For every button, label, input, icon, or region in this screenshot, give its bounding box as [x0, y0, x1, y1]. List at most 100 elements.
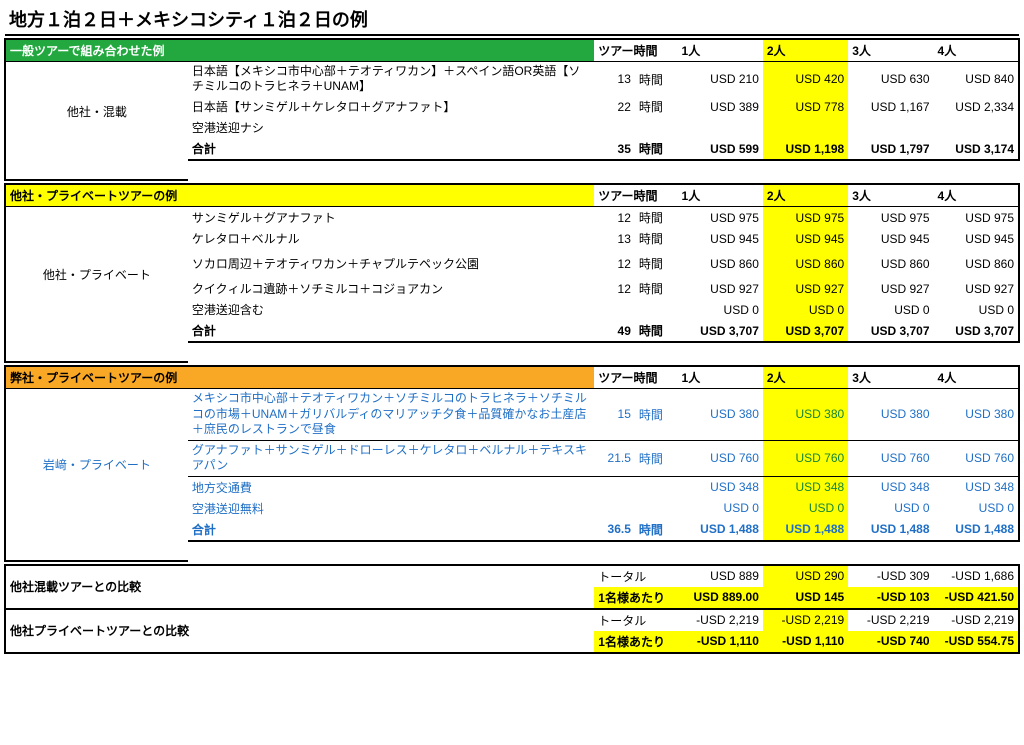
- hr-label: 時間: [635, 96, 678, 117]
- sec3-p2-0: USD 380: [763, 389, 848, 441]
- sec2-p3-2: USD 860: [848, 249, 933, 278]
- sec2-p3-4: USD 0: [848, 299, 933, 320]
- sec2-desc-1: ケレタロ＋ベルナル: [188, 228, 594, 249]
- sec2-group: 他社・プライベート: [5, 207, 188, 343]
- sec2-p1-3: USD 927: [678, 278, 763, 299]
- sec1-p3-1: USD 1,167: [848, 96, 933, 117]
- sec2-p4-1: USD 945: [934, 228, 1019, 249]
- sec3-h-1: 21.5: [594, 440, 635, 476]
- col-2p: 2人: [763, 39, 848, 62]
- sec2-p3-0: USD 975: [848, 207, 933, 229]
- sec1-h-0: 13: [594, 62, 635, 97]
- sec2-h-3: 12: [594, 278, 635, 299]
- cmp2-per-p4: -USD 554.75: [934, 631, 1019, 653]
- sec1-group: 他社・混載: [5, 62, 188, 161]
- sec1-total-h: 35: [594, 138, 635, 160]
- section3-label: 弊社・プライベートツアーの例: [5, 366, 594, 389]
- col-time: ツアー時間: [594, 39, 677, 62]
- sec1-p2-0: USD 420: [763, 62, 848, 97]
- sec3-p1-0: USD 380: [678, 389, 763, 441]
- sec3-total-p4: USD 1,488: [934, 519, 1019, 541]
- col-1p: 1人: [678, 39, 763, 62]
- sec3-total-p3: USD 1,488: [848, 519, 933, 541]
- cmp1-per-p4: -USD 421.50: [934, 587, 1019, 609]
- sec2-p1-2: USD 860: [678, 249, 763, 278]
- cmp1-label: 他社混載ツアーとの比較: [5, 565, 594, 609]
- section2-label: 他社・プライベートツアーの例: [5, 184, 594, 207]
- sec3-total-p1: USD 1,488: [678, 519, 763, 541]
- sec3-group: 岩﨑・プライベート: [5, 389, 188, 541]
- sec1-p4-0: USD 840: [934, 62, 1019, 97]
- cmp2-total-p3: -USD 2,219: [848, 609, 933, 631]
- sec2-p4-0: USD 975: [934, 207, 1019, 229]
- sec1-total-label: 合計: [188, 138, 594, 160]
- sec3-p4-2: USD 348: [934, 476, 1019, 498]
- sec3-total-p2: USD 1,488: [763, 519, 848, 541]
- sec3-h-0: 15: [594, 389, 635, 441]
- cmp2-total-t: トータル: [594, 609, 677, 631]
- cmp2-total-p2: -USD 2,219: [763, 609, 848, 631]
- col-4p: 4人: [934, 39, 1019, 62]
- sec3-total-label: 合計: [188, 519, 594, 541]
- hr-label: 時間: [635, 228, 678, 249]
- sec2-desc-2: ソカロ周辺＋テオティワカン＋チャプルテペック公園: [188, 249, 594, 278]
- sec2-p4-2: USD 860: [934, 249, 1019, 278]
- sec2-p2-4: USD 0: [763, 299, 848, 320]
- sec2-desc-3: クイクィルコ遺跡＋ソチミルコ＋コジョアカン: [188, 278, 594, 299]
- sec3-p3-3: USD 0: [848, 498, 933, 519]
- hr-label: 時間: [635, 207, 678, 229]
- cmp1-per-p1: USD 889.00: [678, 587, 763, 609]
- sec2-p1-1: USD 945: [678, 228, 763, 249]
- sec3-p2-1: USD 760: [763, 440, 848, 476]
- sec2-total-p4: USD 3,707: [934, 320, 1019, 342]
- sec1-total-p1: USD 599: [678, 138, 763, 160]
- sec1-h-1: 22: [594, 96, 635, 117]
- sec3-total-h: 36.5: [594, 519, 635, 541]
- sec2-p2-0: USD 975: [763, 207, 848, 229]
- col-1p: 1人: [678, 366, 763, 389]
- hr-label: 時間: [635, 62, 678, 97]
- sec2-p3-1: USD 945: [848, 228, 933, 249]
- sec3-p1-2: USD 348: [678, 476, 763, 498]
- sec2-p4-4: USD 0: [934, 299, 1019, 320]
- cmp1-total-p2: USD 290: [763, 565, 848, 587]
- sec2-h-1: 13: [594, 228, 635, 249]
- sec2-total-p2: USD 3,707: [763, 320, 848, 342]
- sec3-p3-1: USD 760: [848, 440, 933, 476]
- col-4p: 4人: [934, 366, 1019, 389]
- sec3-desc-0: メキシコ市中心部＋テオティワカン＋ソチミルコのトラヒネラ＋ソチミルコの市場＋UN…: [188, 389, 594, 441]
- sec1-p1-0: USD 210: [678, 62, 763, 97]
- cmp1-per-p2: USD 145: [763, 587, 848, 609]
- hr-label: 時間: [635, 138, 678, 160]
- sec3-p1-1: USD 760: [678, 440, 763, 476]
- cmp2-total-p4: -USD 2,219: [934, 609, 1019, 631]
- cmp1-per-t: 1名様あたり: [594, 587, 677, 609]
- cmp2-per-p2: -USD 1,110: [763, 631, 848, 653]
- sec1-desc-0: 日本語【メキシコ市中心部＋テオティワカン】＋スペイン語OR英語【ソチミルコのトラ…: [188, 62, 594, 97]
- col-4p: 4人: [934, 184, 1019, 207]
- sec2-p2-1: USD 945: [763, 228, 848, 249]
- cmp1-total-p4: -USD 1,686: [934, 565, 1019, 587]
- sec2-h-0: 12: [594, 207, 635, 229]
- sec3-desc-3: 空港送迎無料: [188, 498, 594, 519]
- col-2p: 2人: [763, 366, 848, 389]
- sec1-desc-2: 空港送迎ナシ: [188, 117, 594, 138]
- sec2-p1-0: USD 975: [678, 207, 763, 229]
- sec3-p3-0: USD 380: [848, 389, 933, 441]
- sec1-total-p2: USD 1,198: [763, 138, 848, 160]
- sec3-p4-3: USD 0: [934, 498, 1019, 519]
- cmp1-total-t: トータル: [594, 565, 677, 587]
- col-1p: 1人: [678, 184, 763, 207]
- sec2-total-h: 49: [594, 320, 635, 342]
- sec2-total-label: 合計: [188, 320, 594, 342]
- sec3-desc-2: 地方交通費: [188, 476, 594, 498]
- hr-label: 時間: [635, 249, 678, 278]
- sec3-p3-2: USD 348: [848, 476, 933, 498]
- sec2-p3-3: USD 927: [848, 278, 933, 299]
- sec3-p4-1: USD 760: [934, 440, 1019, 476]
- sec1-p2-1: USD 778: [763, 96, 848, 117]
- col-time: ツアー時間: [594, 366, 677, 389]
- sec2-p1-4: USD 0: [678, 299, 763, 320]
- sec2-desc-0: サンミゲル＋グアナファト: [188, 207, 594, 229]
- sec2-total-p3: USD 3,707: [848, 320, 933, 342]
